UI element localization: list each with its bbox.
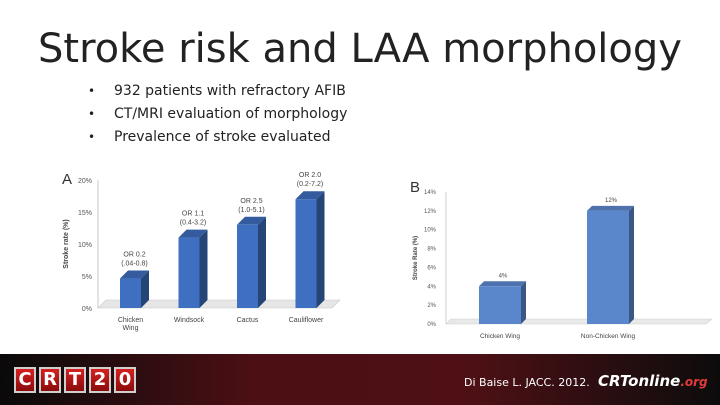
bullet-item: • CT/MRI evaluation of morphology [88, 103, 347, 126]
logo-letter: T [64, 367, 86, 393]
bullet-text: Prevalence of stroke evaluated [114, 129, 331, 145]
y-tick-label: 15% [78, 210, 92, 217]
y-tick-label: 10% [424, 228, 437, 234]
bar-annotation: OR 2.5 (1.0-5.1) [238, 198, 264, 214]
bar-top [178, 229, 208, 238]
x-tick-label: Non-Chicken Wing [581, 333, 636, 340]
bullet-dot: • [88, 130, 96, 144]
panel-label: A [62, 171, 72, 188]
bar-side [141, 270, 149, 308]
x-tick-label: Cauliflower [289, 317, 324, 324]
crtonline-suffix: .org [680, 375, 708, 389]
x-tick-label: Windsock [174, 317, 205, 324]
bar [587, 210, 629, 324]
logo-letter: R [39, 367, 61, 393]
y-tick-label: 4% [427, 284, 436, 290]
data-label: 12% [605, 198, 618, 204]
crtonline-logo[interactable]: CRTonline.org [598, 372, 708, 390]
bar-side [521, 281, 526, 324]
bar-annotation: OR 1.1 (0.4-3.2) [180, 211, 206, 227]
bar-annotation: OR 2.0 (0.2-7.2) [297, 172, 323, 188]
bar [120, 278, 141, 308]
logo-letter: 0 [114, 367, 136, 393]
bullet-dot: • [88, 107, 96, 121]
chart-a: A Stroke rate (%) 0% 5% 10% 15% 20% OR 0.2 (.04-… [62, 171, 341, 332]
logo-letter: 2 [89, 367, 111, 393]
bar-top [479, 281, 526, 287]
bullet-item: • 932 patients with refractory AFIB [88, 80, 347, 103]
bar [295, 199, 317, 308]
y-axis-label: Stroke Rate (%) [413, 236, 419, 280]
citation: Di Baise L. JACC. 2012. [464, 376, 590, 389]
bar [178, 237, 200, 308]
chart-b: B Stroke Rate (%) 0% 2% 4% 6% 8% 10% 12% 14% 4% Chi… [410, 179, 713, 340]
logo-letter: C [14, 367, 36, 393]
bullet-text: CT/MRI evaluation of morphology [114, 106, 348, 122]
y-tick-label: 6% [427, 265, 436, 271]
bar [237, 224, 258, 308]
y-tick-label: 12% [424, 209, 437, 215]
y-axis-label: Stroke rate (%) [63, 219, 70, 268]
data-label: 4% [499, 273, 508, 279]
y-tick-label: 5% [82, 274, 92, 281]
x-tick-label: Chicken Wing [480, 333, 520, 340]
y-tick-label: 10% [78, 242, 92, 249]
bullet-item: • Prevalence of stroke evaluated [88, 126, 347, 149]
bullet-text: 932 patients with refractory AFIB [114, 83, 346, 99]
crt20-logo: C R T 2 0 [14, 367, 136, 393]
bullet-list: • 932 patients with refractory AFIB • CT/M… [88, 80, 347, 149]
bar-top [120, 270, 149, 279]
slide-title: Stroke risk and LAA morphology [38, 26, 682, 72]
x-tick-label: Cactus [237, 317, 259, 324]
bar [479, 286, 521, 324]
footer-bar: C R T 2 0 Di Baise L. JACC. 2012. CRTonl… [0, 354, 720, 405]
y-tick-label: 0% [427, 322, 436, 328]
bar-annotation: OR 0.2 (.04-0.8) [121, 252, 147, 268]
y-tick-label: 2% [427, 303, 436, 309]
bar-side [316, 191, 325, 308]
y-tick-label: 8% [427, 247, 436, 253]
x-tick-label: Chicken Wing [118, 317, 143, 332]
crtonline-name: CRTonline [598, 372, 681, 390]
y-tick-label: 0% [82, 306, 92, 313]
bar-top [237, 216, 266, 225]
bar-side [199, 229, 208, 308]
bar-side [258, 216, 266, 308]
bar-top [587, 205, 634, 211]
bar-side [629, 205, 634, 324]
bullet-dot: • [88, 84, 96, 98]
y-tick-label: 20% [78, 178, 92, 185]
bar-top [295, 191, 325, 200]
y-tick-label: 14% [424, 190, 437, 196]
panel-label: B [410, 179, 420, 196]
